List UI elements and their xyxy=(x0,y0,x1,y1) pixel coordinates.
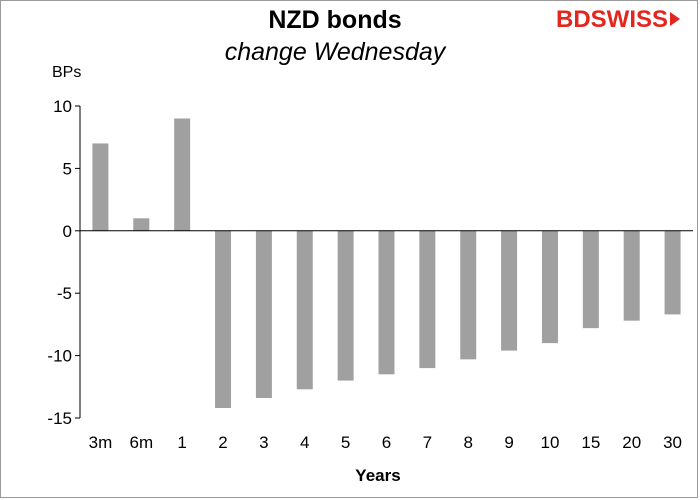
x-tick-label: 7 xyxy=(423,433,432,452)
bar-6 xyxy=(378,230,395,375)
x-tick-label: 10 xyxy=(541,433,560,452)
bar-20 xyxy=(623,230,640,321)
bar-4 xyxy=(296,230,313,390)
bar-5 xyxy=(337,230,354,381)
x-tick-label: 5 xyxy=(341,433,350,452)
x-tick-label: 1 xyxy=(177,433,186,452)
bar-1 xyxy=(174,118,191,231)
bar-3 xyxy=(255,230,272,399)
logo-arrow-icon xyxy=(670,11,680,26)
x-tick-label: 8 xyxy=(463,433,472,452)
y-tick-label: 10 xyxy=(53,97,72,116)
x-tick-label: 9 xyxy=(504,433,513,452)
x-tick-label: 15 xyxy=(581,433,600,452)
x-axis-label: Years xyxy=(355,466,401,485)
y-tick-label: -10 xyxy=(47,347,72,366)
x-tick-label: 3 xyxy=(259,433,268,452)
brand-logo: BDSWISS xyxy=(556,6,680,34)
chart-subtitle: change Wednesday xyxy=(224,38,446,66)
bar-7 xyxy=(419,230,436,369)
bar-30 xyxy=(664,230,681,315)
chart-title: NZD bonds xyxy=(268,6,402,34)
y-tick-label: 0 xyxy=(63,222,72,241)
logo-text-bd: BD xyxy=(555,6,591,33)
bar-6m xyxy=(133,218,150,231)
x-tick-label: 30 xyxy=(663,433,682,452)
y-tick-label: -15 xyxy=(47,409,72,428)
x-tick-label: 20 xyxy=(622,433,641,452)
y-tick-label: 5 xyxy=(63,159,72,178)
bar-8 xyxy=(460,230,477,360)
x-tick-label: 6 xyxy=(382,433,391,452)
y-tick-label: -5 xyxy=(57,284,72,303)
x-tick-label: 2 xyxy=(218,433,227,452)
bar-9 xyxy=(501,230,518,351)
x-tick-label: 4 xyxy=(300,433,309,452)
bar-2 xyxy=(215,230,232,409)
bar-3m xyxy=(92,143,109,231)
x-tick-label: 6m xyxy=(129,433,153,452)
y-axis-label: BPs xyxy=(52,64,82,81)
logo-text-swiss: SWISS xyxy=(590,6,668,33)
bar-10 xyxy=(541,230,558,344)
bar-15 xyxy=(582,230,599,329)
x-tick-label: 3m xyxy=(89,433,113,452)
